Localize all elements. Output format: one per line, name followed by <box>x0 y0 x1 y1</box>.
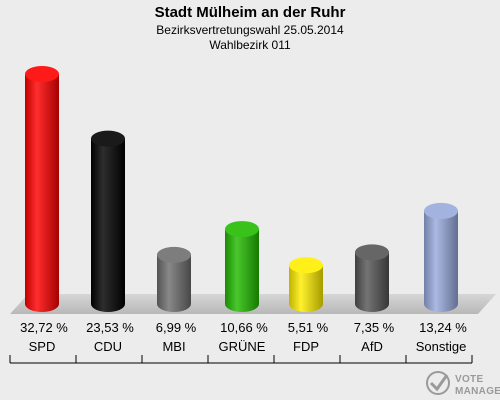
bar-cap <box>424 202 458 219</box>
value-label: 10,66 % <box>220 320 268 335</box>
bar-cdu <box>91 130 125 312</box>
bar-cap <box>225 221 259 238</box>
category-label: CDU <box>94 339 122 354</box>
bar-body <box>25 74 59 312</box>
value-label: 6,99 % <box>156 320 197 335</box>
chart-title: Stadt Mülheim an der Ruhr <box>155 4 346 21</box>
logo-text-manager: MANAGER <box>455 386 500 397</box>
logo-text-vote: VOTE <box>455 374 483 385</box>
bars-group <box>25 66 458 312</box>
bar-grüne <box>225 221 259 312</box>
chart-subtitle-district: Wahlbezirk 011 <box>209 38 291 52</box>
bar-body <box>91 138 125 312</box>
bar-cap <box>157 246 191 263</box>
bar-body <box>355 252 389 312</box>
value-label: 13,24 % <box>419 320 467 335</box>
category-label: GRÜNE <box>219 339 266 354</box>
category-label: FDP <box>293 339 319 354</box>
bar-cap <box>91 130 125 147</box>
bar-body <box>157 254 191 312</box>
value-label: 7,35 % <box>354 320 395 335</box>
bar-cap <box>289 257 323 274</box>
check-mark-icon <box>426 371 450 395</box>
chart-subtitle: Bezirksvertretungswahl 25.05.2014 <box>156 23 344 37</box>
bar-fdp <box>289 257 323 312</box>
bar-sonstige <box>424 202 458 312</box>
vote-manager-logo: VOTE MANAGER <box>426 371 500 397</box>
bar-body <box>289 265 323 312</box>
bar-body <box>424 210 458 312</box>
bar-mbi <box>157 246 191 312</box>
bar-spd <box>25 66 59 312</box>
bar-afd <box>355 244 389 312</box>
category-label: SPD <box>29 339 56 354</box>
category-label: MBI <box>162 339 185 354</box>
labels-group: 32,72 % SPD 23,53 % CDU 6,99 % MBI 10,66 % GRÜN… <box>9 320 473 363</box>
value-label: 5,51 % <box>288 320 329 335</box>
category-label: Sonstige <box>416 339 467 354</box>
bar-body <box>225 229 259 312</box>
value-label: 32,72 % <box>20 320 68 335</box>
bar-cap <box>25 66 59 82</box>
bar-cap <box>355 244 389 261</box>
category-label: AfD <box>361 339 383 354</box>
value-label: 23,53 % <box>86 320 134 335</box>
